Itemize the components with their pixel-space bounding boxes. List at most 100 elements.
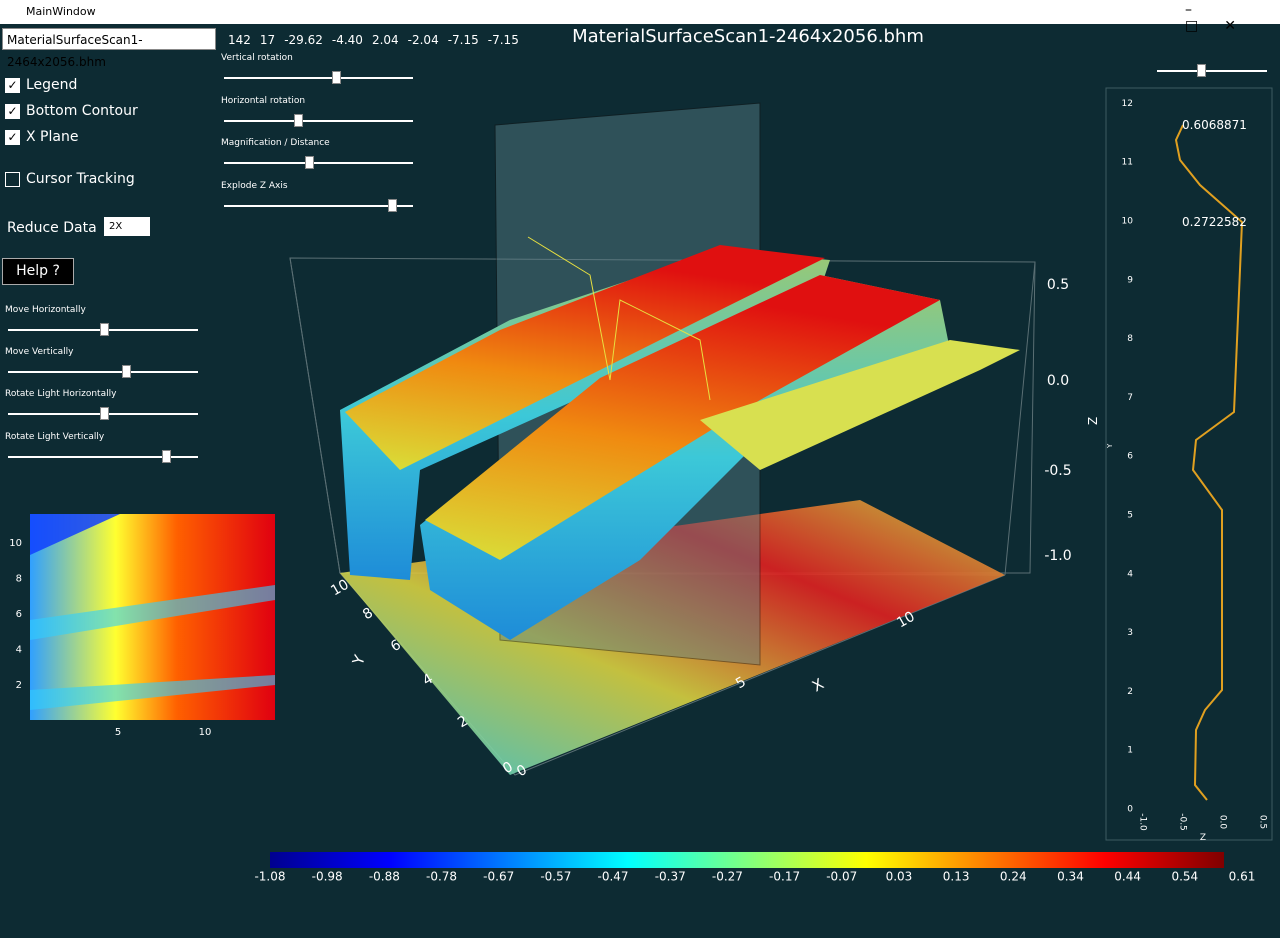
heatmap-y-tick-label: 10 (9, 538, 22, 549)
stat-value: -7.15 (447, 33, 479, 47)
colorbar-label: -0.78 (426, 870, 457, 884)
window-title: MainWindow (26, 5, 96, 18)
colorbar-label: -0.37 (655, 870, 686, 884)
profile-y-tick-label: 12 (1122, 99, 1133, 109)
x-plane (494, 102, 761, 666)
floor-contour (340, 500, 1005, 775)
checkbox-box[interactable]: ✓ (5, 77, 20, 93)
colorbar-label: 0.13 (943, 870, 970, 884)
profile-x-tick-label: -0.5 (1178, 813, 1188, 831)
stat-value: -7.15 (487, 33, 519, 47)
profile-y-tick-label: 5 (1127, 511, 1133, 521)
slider-thumb[interactable] (305, 156, 314, 169)
slider-thumb[interactable] (162, 450, 171, 463)
slider-track (224, 162, 413, 164)
profile-x-label: Z (1200, 833, 1206, 843)
slider-label: Explode Z Axis (221, 181, 288, 191)
colorbar-label: -0.67 (483, 870, 514, 884)
colorbar-label: 0.03 (886, 870, 913, 884)
surface-front (420, 275, 950, 640)
heatmap-y-tick-label: 6 (16, 609, 22, 620)
y-tick-label: 4 (420, 671, 436, 689)
profile-y-tick-label: 8 (1127, 334, 1133, 344)
colorbar-label: 0.54 (1171, 870, 1198, 884)
profile-annotation: 0.2722582 (1182, 215, 1247, 229)
window-controls[interactable]: –□✕ (1185, 2, 1262, 34)
slider-thumb[interactable] (100, 323, 109, 336)
ridge-2 (425, 275, 940, 560)
profile-y-tick-label: 2 (1127, 687, 1133, 697)
x-tick-label: 10 (894, 609, 917, 632)
stat-value: -29.62 (284, 33, 323, 47)
colorbar-label: -0.98 (312, 870, 343, 884)
slider-thumb[interactable] (122, 365, 131, 378)
colorbar-label: -0.17 (769, 870, 800, 884)
slider-thumb[interactable] (332, 71, 341, 84)
profile-x-tick-label: 0.5 (1258, 815, 1268, 829)
colorbar (270, 852, 1224, 868)
profile-y-tick-label: 7 (1127, 393, 1133, 403)
slider-track (224, 120, 413, 122)
checkbox[interactable]: ✓ Bottom Contour (5, 103, 138, 119)
colorbar-label: -0.07 (826, 870, 857, 884)
checkbox-label: X Plane (26, 129, 79, 145)
profile-frame (1105, 87, 1273, 841)
y-tick-label: 6 (388, 637, 404, 655)
heatmap (30, 514, 275, 720)
surface-side (340, 250, 830, 580)
stat-value: 142 (228, 33, 251, 47)
checkbox[interactable]: Cursor Tracking (5, 171, 135, 187)
plot-title: MaterialSurfaceScan1-2464x2056.bhm (572, 26, 924, 47)
y-axis-label: Y (349, 652, 370, 668)
checkbox[interactable]: ✓ X Plane (5, 129, 78, 145)
help-button[interactable]: Help ? (2, 258, 74, 285)
slider-thumb[interactable] (100, 407, 109, 420)
x-plane-trace (527, 236, 711, 401)
z-tick-label: 0.5 (1047, 277, 1069, 293)
heatmap-y-tick-label: 4 (16, 645, 22, 656)
profile-y-tick-label: 11 (1122, 158, 1133, 168)
slider-track (224, 205, 413, 207)
checkbox-box[interactable]: ✓ (5, 103, 20, 119)
x-axis-label: X (809, 675, 827, 696)
heatmap-bands (30, 514, 275, 710)
slider-track (8, 456, 198, 458)
profile-y-sublabel: Y (1106, 443, 1114, 449)
slider-track (224, 77, 413, 79)
file-combo[interactable]: MaterialSurfaceScan1-2464x2056.bhm (2, 28, 216, 69)
z-tick-label: -0.5 (1044, 463, 1071, 479)
slider-thumb[interactable] (1197, 64, 1206, 77)
colorbar-label: -0.47 (598, 870, 629, 884)
checkbox[interactable]: ✓ Legend (5, 77, 77, 93)
checkbox-box[interactable] (5, 171, 20, 187)
slider-track (1157, 70, 1267, 72)
box-frame (289, 257, 1036, 776)
colorbar-label: -0.88 (369, 870, 400, 884)
slider-label: Magnification / Distance (221, 138, 330, 148)
stats: 142 17 -29.62 -4.40 2.04 -2.04 -7.15 -7.15 (228, 33, 519, 47)
reduce-combo[interactable]: 2X (104, 217, 150, 236)
y-tick-label: 10 (328, 577, 351, 600)
profile-y-tick-label: 6 (1127, 452, 1133, 462)
ridge-3 (700, 340, 1020, 470)
checkbox-box[interactable]: ✓ (5, 129, 20, 145)
colorbar-label: 0.61 (1229, 870, 1256, 884)
stat-value: 17 (259, 33, 276, 47)
profile-x-tick-label: -1.0 (1138, 813, 1148, 831)
heatmap-x-tick-label: 5 (115, 727, 121, 738)
colorbar-label: 0.44 (1114, 870, 1141, 884)
z-tick-label: 0.0 (1047, 373, 1069, 389)
stat-value: -2.04 (407, 33, 439, 47)
checkbox-label: Bottom Contour (26, 103, 138, 119)
heatmap-x-tick-label: 10 (199, 727, 212, 738)
title-bar: MainWindow –□✕ (0, 0, 1280, 34)
slider-thumb[interactable] (294, 114, 303, 127)
stat-value: 2.04 (371, 33, 399, 47)
stat-value: -4.40 (331, 33, 363, 47)
slider-label: Rotate Light Horizontally (5, 389, 117, 399)
slider-label: Move Horizontally (5, 305, 86, 315)
profile-line (1174, 124, 1244, 801)
slider-thumb[interactable] (388, 199, 397, 212)
